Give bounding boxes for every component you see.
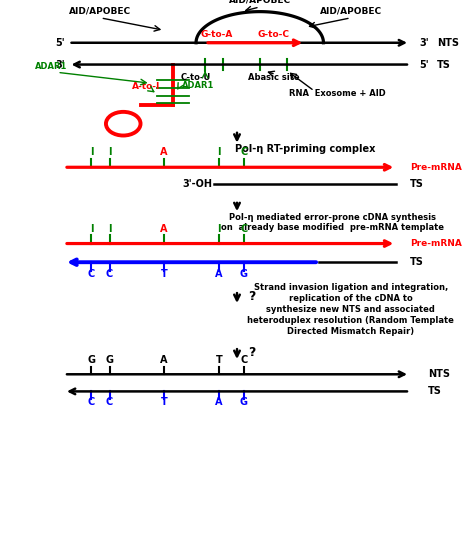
Text: I: I xyxy=(108,147,111,158)
Text: G: G xyxy=(240,269,248,279)
Text: A: A xyxy=(160,147,168,158)
Text: NTS: NTS xyxy=(428,369,450,379)
Text: G-to-C: G-to-C xyxy=(257,30,290,38)
Text: replication of the cDNA to: replication of the cDNA to xyxy=(289,294,413,303)
Text: 3'-OH: 3'-OH xyxy=(182,179,212,190)
Text: ?: ? xyxy=(248,346,256,359)
Text: T: T xyxy=(161,397,168,407)
Text: I: I xyxy=(90,147,93,158)
Text: ADAR1: ADAR1 xyxy=(182,81,215,90)
Text: heteroduplex resolution (Random Template: heteroduplex resolution (Random Template xyxy=(247,316,454,325)
Text: 3': 3' xyxy=(419,38,428,48)
Text: G: G xyxy=(106,355,114,366)
Text: C: C xyxy=(106,269,113,279)
Text: A-to-I: A-to-I xyxy=(132,83,160,91)
Text: C: C xyxy=(240,147,247,158)
Text: AID/APOBEC: AID/APOBEC xyxy=(228,0,291,4)
Text: C: C xyxy=(240,224,247,234)
Text: T: T xyxy=(215,355,222,366)
Text: G: G xyxy=(87,355,95,366)
Text: G-to-A: G-to-A xyxy=(201,30,233,38)
Text: Abasic site: Abasic site xyxy=(247,73,299,82)
Text: Pre-mRNA: Pre-mRNA xyxy=(410,163,462,172)
Text: A: A xyxy=(160,355,168,366)
Text: ADAR1: ADAR1 xyxy=(35,62,67,71)
Text: Pre-mRNA: Pre-mRNA xyxy=(410,239,462,248)
Text: G: G xyxy=(240,397,248,407)
Text: I: I xyxy=(217,224,220,234)
Text: I: I xyxy=(108,224,111,234)
Text: TS: TS xyxy=(410,257,424,267)
Text: T: T xyxy=(161,269,168,279)
Text: AID/APOBEC: AID/APOBEC xyxy=(319,6,382,15)
Text: A: A xyxy=(215,269,223,279)
Text: Strand invasion ligation and integration,: Strand invasion ligation and integration… xyxy=(254,284,448,292)
Text: RNA  Exosome + AID: RNA Exosome + AID xyxy=(289,89,385,98)
Text: synthesize new NTS and associated: synthesize new NTS and associated xyxy=(266,305,435,314)
Text: 5': 5' xyxy=(55,38,64,48)
Text: TS: TS xyxy=(437,59,451,70)
Text: Pol-η RT-priming complex: Pol-η RT-priming complex xyxy=(235,144,375,154)
Text: ?: ? xyxy=(248,290,256,303)
Text: TS: TS xyxy=(410,179,424,190)
Text: C-to-U: C-to-U xyxy=(181,73,211,82)
Text: C: C xyxy=(88,269,95,279)
Text: I: I xyxy=(217,147,220,158)
Text: Directed Mismatch Repair): Directed Mismatch Repair) xyxy=(287,327,414,336)
Text: C: C xyxy=(106,397,113,407)
Text: TS: TS xyxy=(428,387,442,396)
Text: 3': 3' xyxy=(55,59,64,70)
Text: 5': 5' xyxy=(419,59,428,70)
Text: A: A xyxy=(160,224,168,234)
Text: A: A xyxy=(215,397,223,407)
Text: on  already base modified  pre-mRNA template: on already base modified pre-mRNA templa… xyxy=(221,222,444,232)
Text: C: C xyxy=(88,397,95,407)
Text: Pol-η mediated error-prone cDNA synthesis: Pol-η mediated error-prone cDNA synthesi… xyxy=(229,213,436,222)
Text: AID/APOBEC: AID/APOBEC xyxy=(69,6,132,15)
Text: I: I xyxy=(90,224,93,234)
Text: C: C xyxy=(240,355,247,366)
Text: NTS: NTS xyxy=(437,38,459,48)
